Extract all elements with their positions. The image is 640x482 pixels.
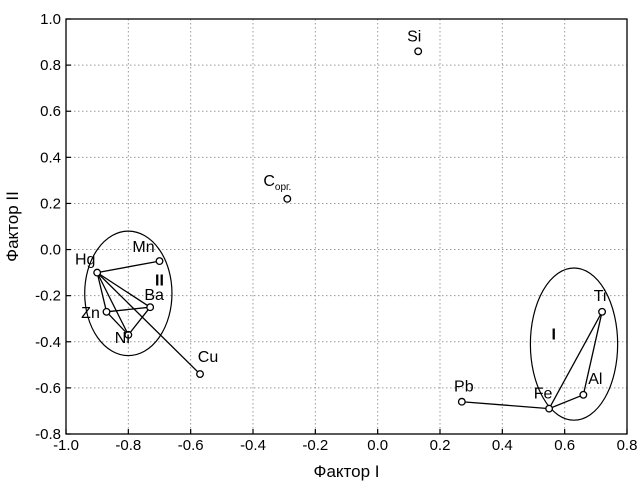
y-tick-label: 0.2 <box>40 195 61 212</box>
data-point-Ni <box>124 330 133 339</box>
data-point-Hg <box>93 268 102 277</box>
point-label-Pb: Pb <box>454 379 474 396</box>
data-point-Ba <box>146 303 155 312</box>
y-axis-label: Фактор II <box>3 191 22 262</box>
link-Zn-Ni <box>106 311 129 336</box>
data-point-Cu <box>196 370 204 379</box>
data-point-C <box>283 194 292 203</box>
y-tick-label: 0.8 <box>40 57 61 74</box>
y-tick-label: -0.6 <box>35 380 61 397</box>
data-point-Si <box>414 47 423 56</box>
x-tick-label: -1.0 <box>53 437 79 454</box>
point-label-Zn: Zn <box>81 305 100 322</box>
y-tick-label: -0.2 <box>35 288 61 305</box>
y-tick-label: 1.0 <box>40 11 61 28</box>
y-tick-label: 0.4 <box>40 149 61 166</box>
y-axis-ticks: 1.0 0.8 0.6 0.4 0.2 0.0 -0.2 -0.4 -0.6 -0.8 <box>35 11 71 443</box>
point-label-C: Cорг. <box>263 173 291 193</box>
data-point-Ti <box>598 307 607 316</box>
y-tick-label: 0.0 <box>40 242 61 259</box>
x-tick-label: 0.2 <box>430 437 451 454</box>
link-Hg-Cu <box>96 272 201 375</box>
data-point-Pb <box>457 397 466 406</box>
x-tick-label: -0.8 <box>115 437 141 454</box>
link-Hg-Mn <box>97 260 160 274</box>
link-Fe-Ti <box>548 311 603 409</box>
x-tick-label: -0.4 <box>240 437 266 454</box>
point-label-Ti: Ti <box>594 288 607 305</box>
point-label-Ba: Ba <box>144 287 164 304</box>
x-tick-label: 0.8 <box>617 437 638 454</box>
point-label-Hg: Hg <box>75 252 95 269</box>
point-label-Si: Si <box>407 28 421 45</box>
x-axis-label: Фактор I <box>314 462 380 481</box>
link-Pb-Fe <box>461 401 550 410</box>
point-label-Mn: Mn <box>132 239 154 256</box>
grid <box>66 19 627 434</box>
cluster-ellipse-I <box>529 267 619 421</box>
link-Ni-Ba <box>127 306 151 336</box>
y-tick-label: -0.4 <box>35 334 61 351</box>
link-Al-Ti <box>582 311 603 395</box>
link-Hg-Ni <box>96 272 129 336</box>
point-label-Al: Al <box>588 371 602 388</box>
x-axis-ticks: -1.0 -0.8 -0.6 -0.4 -0.2 0.0 0.2 0.4 0.6 0.8 <box>53 429 637 454</box>
cluster-label-II: II <box>155 272 164 289</box>
point-links <box>96 260 603 410</box>
y-tick-label: -0.8 <box>35 426 61 443</box>
cluster-label-I: I <box>552 326 556 343</box>
plot-frame <box>65 18 628 435</box>
point-label-Cu: Cu <box>198 349 218 366</box>
link-Fe-Al <box>548 394 584 410</box>
data-points <box>93 47 607 413</box>
cluster-ellipse-II <box>84 230 173 357</box>
x-tick-label: -0.6 <box>178 437 204 454</box>
point-label-Fe: Fe <box>534 386 553 403</box>
data-point-Zn <box>102 307 111 316</box>
x-tick-label: 0.6 <box>554 437 575 454</box>
x-tick-label: 0.0 <box>367 437 388 454</box>
data-point-Al <box>579 390 588 399</box>
point-label-subscript: орг. <box>275 182 291 193</box>
point-label-Ni: Ni <box>115 330 130 347</box>
data-point-Fe <box>545 404 554 413</box>
link-Hg-Zn <box>96 272 108 312</box>
y-tick-label: 0.6 <box>40 103 61 120</box>
x-tick-label: 0.4 <box>492 437 513 454</box>
link-Hg-Ba <box>96 272 151 308</box>
x-tick-label: -0.2 <box>302 437 328 454</box>
cluster-ellipses <box>84 230 619 421</box>
link-Zn-Ba <box>106 306 151 313</box>
data-point-Mn <box>155 257 164 266</box>
